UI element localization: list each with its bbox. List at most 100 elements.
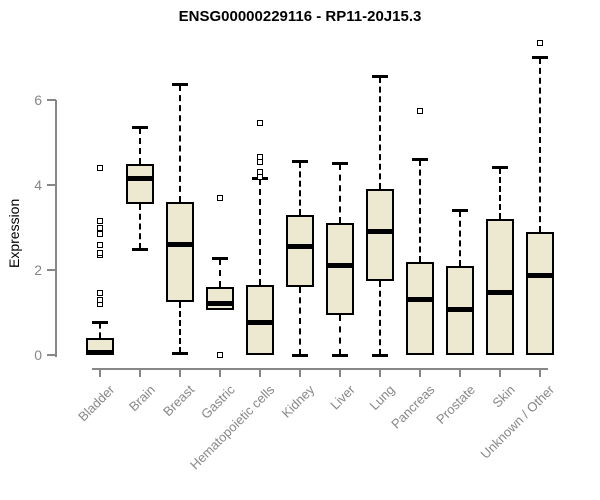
- x-tick: [419, 370, 421, 377]
- boxplot-upper-whisker: [219, 259, 221, 287]
- boxplot-median: [246, 320, 274, 326]
- boxplot-box: [326, 223, 354, 315]
- boxplot-outlier: [97, 224, 103, 231]
- boxplot-upper-whisker-cap: [132, 125, 148, 129]
- boxplot-box: [246, 284, 274, 355]
- boxplot-box: [126, 163, 154, 205]
- boxplot-upper-whisker: [139, 127, 141, 164]
- boxplot-outlier: [97, 230, 103, 237]
- x-tick: [539, 370, 541, 377]
- boxplot-lower-whisker: [299, 287, 301, 355]
- boxplot-upper-whisker: [179, 85, 181, 202]
- boxplot-upper-whisker-cap: [492, 166, 508, 169]
- boxplot-lower-whisker: [139, 204, 141, 249]
- boxplot-outlier: [417, 107, 423, 114]
- x-tick: [259, 370, 261, 377]
- y-tick-label: 2: [34, 262, 42, 278]
- boxplot-outlier: [97, 218, 103, 225]
- boxplot-lower-whisker: [179, 301, 181, 353]
- boxplot-lower-whisker-cap: [332, 354, 348, 357]
- x-tick: [99, 370, 101, 377]
- boxplot-outlier: [217, 194, 223, 201]
- boxplot-upper-whisker: [419, 159, 421, 262]
- x-axis-category-label: Unknown / Other: [478, 382, 558, 462]
- boxplot-box: [486, 219, 514, 355]
- y-tick-label: 4: [34, 177, 42, 193]
- x-tick: [339, 370, 341, 377]
- x-tick: [499, 370, 501, 377]
- x-tick: [299, 370, 301, 377]
- boxplot-outlier: [257, 154, 263, 161]
- boxplot-upper-whisker: [99, 323, 101, 338]
- boxplot-upper-whisker-cap: [172, 83, 188, 87]
- boxplot-lower-whisker-cap: [132, 247, 148, 251]
- boxplot-outlier: [537, 39, 543, 46]
- boxplot-median: [406, 296, 434, 302]
- boxplot-upper-whisker: [379, 76, 381, 190]
- boxplot-lower-whisker-cap: [292, 354, 308, 357]
- y-axis-line: [55, 100, 57, 357]
- boxplot-median: [126, 175, 154, 181]
- y-tick: [47, 184, 56, 186]
- x-axis-category-label: Brain: [125, 382, 158, 415]
- boxplot-upper-whisker-cap: [532, 55, 548, 59]
- y-tick-label: 0: [34, 347, 42, 363]
- boxplot-upper-whisker-cap: [212, 257, 228, 261]
- boxplot-box: [406, 261, 434, 355]
- boxplot-median: [206, 301, 234, 306]
- boxplot-lower-whisker-cap: [172, 351, 188, 355]
- boxplot-outlier: [257, 120, 263, 127]
- boxplot-median: [526, 273, 554, 279]
- chart-title: ENSG00000229116 - RP11-20J15.3: [178, 8, 422, 25]
- x-axis-category-label: Prostate: [432, 382, 478, 427]
- boxplot-outlier: [97, 165, 103, 171]
- x-tick: [179, 370, 181, 377]
- boxplot-upper-whisker: [339, 163, 341, 224]
- boxplot-outlier: [97, 296, 103, 303]
- boxplot-upper-whisker: [299, 161, 301, 215]
- boxplot-outlier: [257, 169, 263, 176]
- x-axis-category-label: Bladder: [75, 382, 118, 425]
- boxplot-outlier: [97, 290, 103, 297]
- boxplot-upper-whisker-cap: [372, 74, 388, 78]
- boxplot-median: [486, 290, 514, 296]
- boxplot-median: [446, 307, 474, 313]
- boxplot-upper-whisker: [499, 168, 501, 219]
- boxplot-box: [206, 287, 234, 311]
- boxplot-median: [326, 262, 354, 268]
- boxplot-box: [366, 189, 394, 281]
- boxplot-upper-whisker-cap: [92, 321, 108, 325]
- y-tick-label: 6: [34, 92, 42, 108]
- boxplot-upper-whisker: [459, 210, 461, 266]
- y-tick: [47, 269, 56, 271]
- boxplot-box: [286, 214, 314, 287]
- boxplot-lower-whisker: [339, 314, 341, 355]
- x-axis-category-label: Lung: [366, 382, 398, 414]
- boxplot-upper-whisker-cap: [332, 161, 348, 165]
- boxplot-lower-whisker: [379, 280, 381, 355]
- boxplot-upper-whisker-cap: [412, 157, 428, 161]
- x-axis-category-label: Liver: [327, 382, 358, 413]
- x-axis-category-label: Pancreas: [388, 382, 438, 432]
- boxplot-outlier: [217, 352, 223, 358]
- x-tick: [219, 370, 221, 377]
- boxplot-median: [286, 243, 314, 249]
- boxplot-outlier: [97, 250, 103, 256]
- boxplot-box: [526, 231, 554, 355]
- boxplot-lower-whisker-cap: [372, 354, 388, 357]
- boxplot-median: [86, 349, 114, 355]
- x-axis-category-label: Kidney: [278, 382, 318, 421]
- y-tick: [47, 354, 56, 356]
- boxplot-box: [166, 202, 194, 302]
- x-tick: [379, 370, 381, 377]
- y-tick: [47, 99, 56, 101]
- boxplot-upper-whisker-cap: [292, 159, 308, 163]
- boxplot-median: [166, 241, 194, 247]
- x-axis-category-label: Skin: [489, 382, 518, 411]
- boxplot-outlier: [97, 241, 103, 248]
- x-axis-category-label: Breast: [160, 382, 198, 420]
- x-axis-line: [92, 368, 548, 370]
- boxplot-upper-whisker: [259, 178, 261, 285]
